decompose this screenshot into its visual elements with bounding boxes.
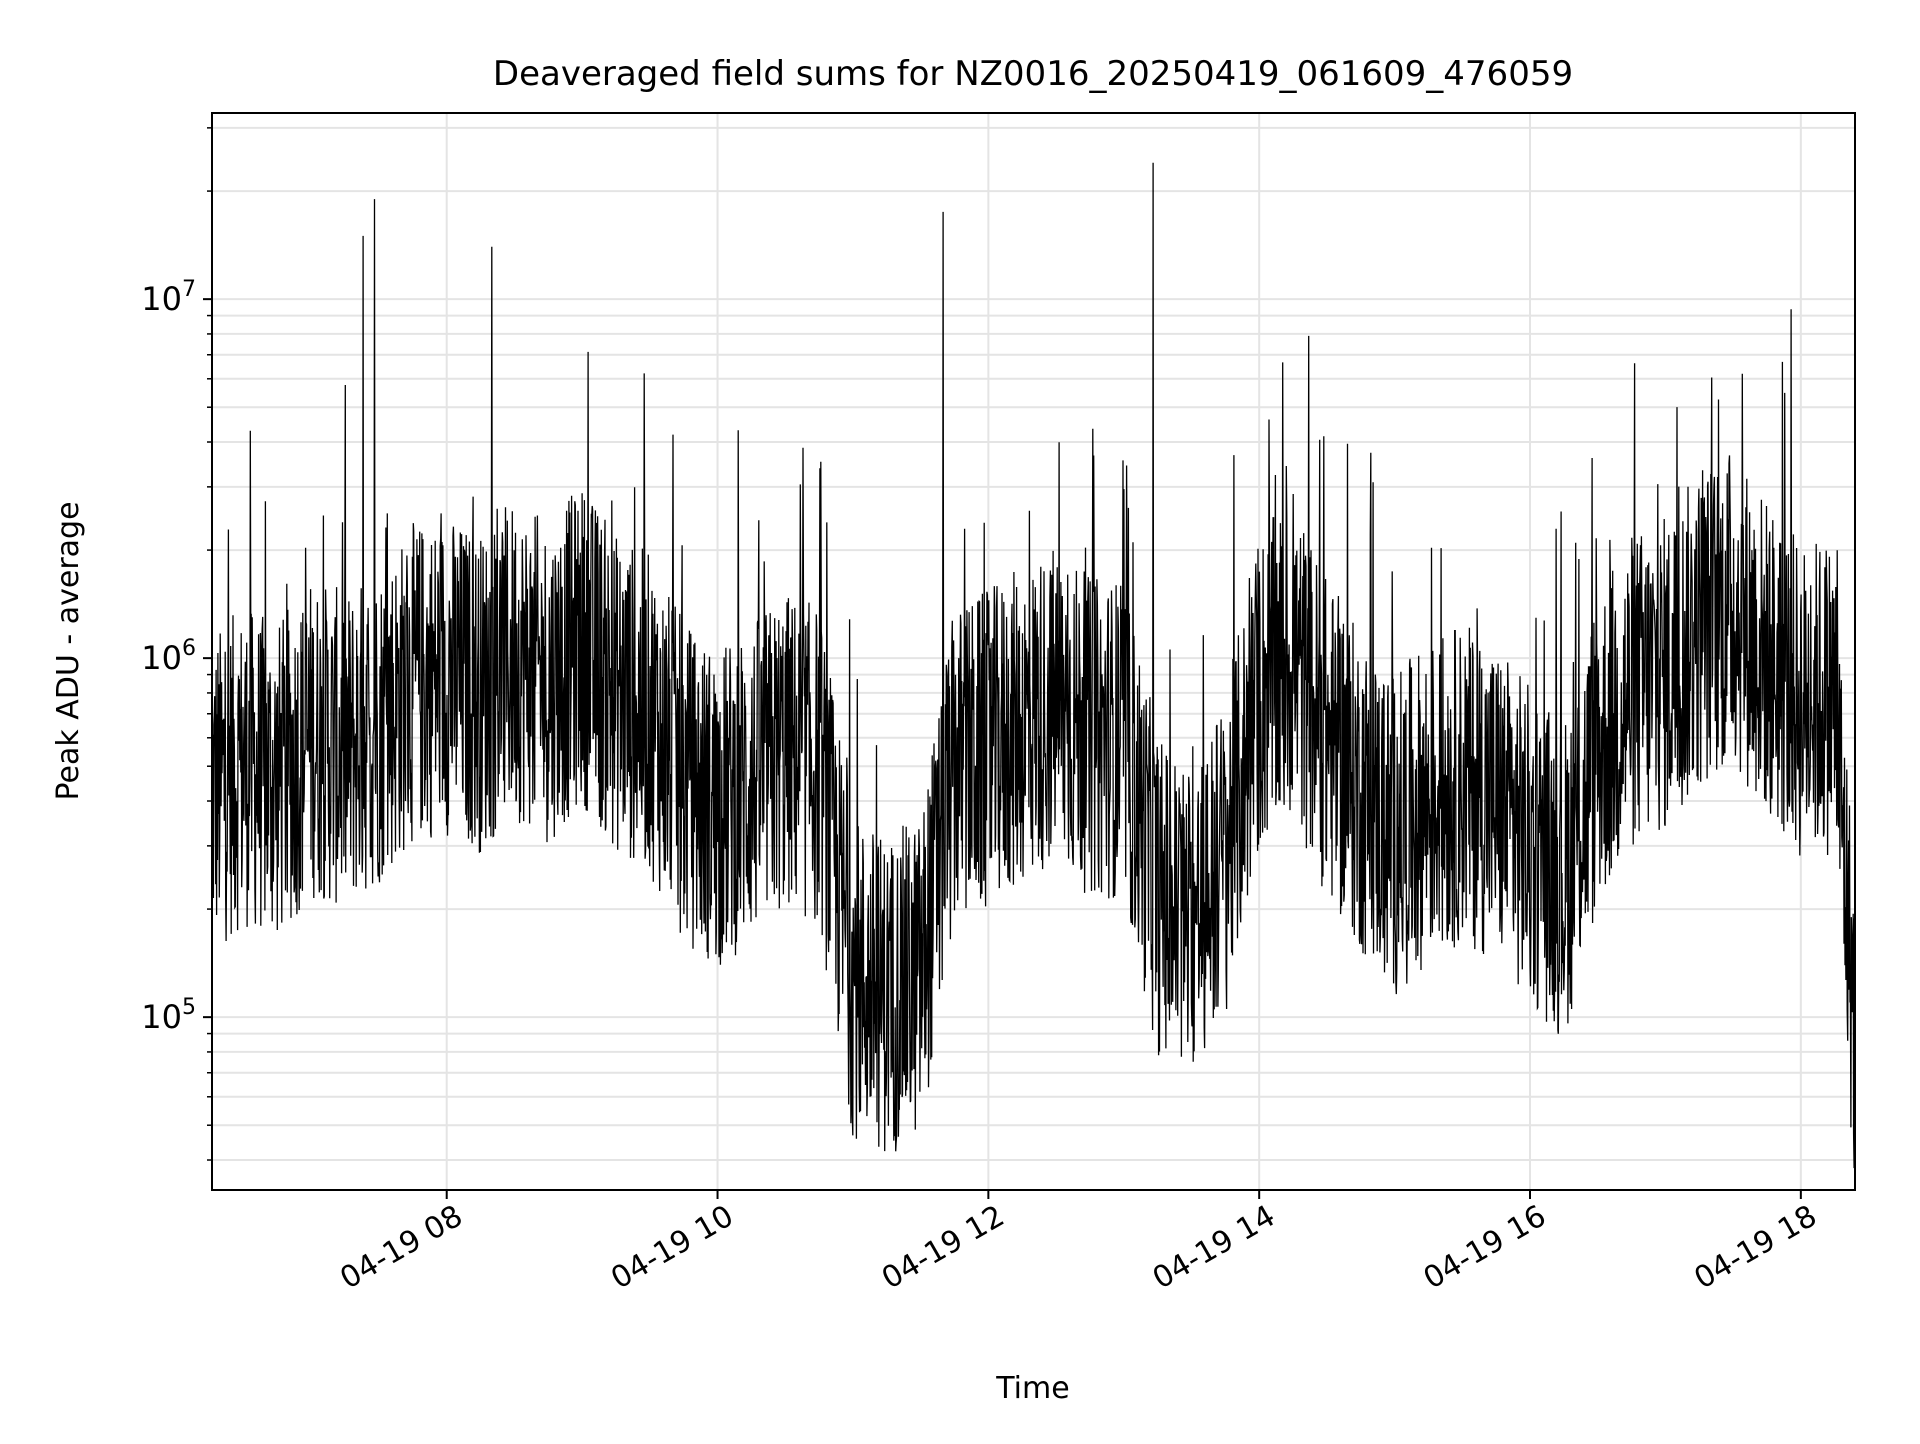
y-axis-label: Peak ADU - average	[51, 501, 86, 800]
series-layer	[211, 162, 1856, 1169]
y-axis: 105 106 107	[141, 127, 212, 1161]
x-axis-label: Time	[995, 1371, 1069, 1406]
y-tick-label: 105	[141, 995, 196, 1036]
y-tick-label: 107	[141, 277, 196, 318]
y-tick-label: 106	[141, 636, 196, 677]
plot-frame	[211, 112, 1856, 1191]
series-line	[211, 162, 1856, 1169]
chart-title: Deaveraged field sums for NZ0016_2025041…	[493, 54, 1573, 94]
